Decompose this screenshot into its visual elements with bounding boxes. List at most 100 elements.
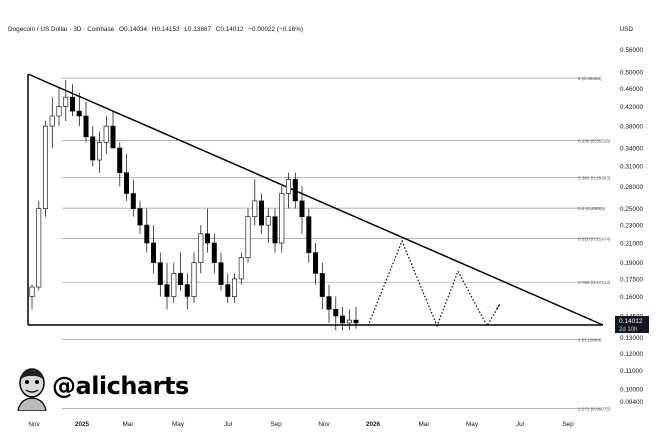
candle-body (346, 319, 352, 324)
candle-body (339, 315, 345, 324)
x-tick-label: May (466, 421, 479, 428)
fib-label: 0.5 (0.25065) (578, 206, 606, 211)
low-value: L0.13867 (184, 26, 211, 33)
candle-body (110, 125, 116, 149)
x-tick-label: Nov (28, 421, 40, 428)
candle-body (36, 208, 42, 288)
candle-body (184, 284, 190, 297)
candle-body (29, 286, 35, 297)
x-tick-label: Jul (224, 421, 232, 428)
candle-body (312, 252, 318, 274)
candle-body (205, 233, 211, 244)
candle-body (279, 193, 285, 244)
watermark-logo: @alicharts (52, 372, 189, 400)
candle-body (49, 115, 55, 127)
candle-body (70, 96, 76, 112)
y-tick-label: 0.42000 (620, 104, 644, 111)
y-tick-label: 0.28000 (620, 184, 644, 191)
candle-body (56, 106, 62, 117)
y-tick-label: 0.23000 (620, 223, 644, 230)
candle-body (130, 193, 136, 209)
change-value: −0.00022 (−0.16%) (248, 26, 303, 33)
candle-body (151, 242, 157, 264)
x-tick-label: Jul (516, 421, 524, 428)
candle-body (265, 216, 271, 226)
y-tick-label: 0.09400 (620, 399, 644, 406)
y-tick-label: 0.13000 (620, 335, 644, 342)
fib-label: 0.382 (0.29303) (578, 175, 611, 180)
candle-body (83, 115, 89, 138)
candle-body (63, 96, 69, 107)
trendlines (27, 73, 604, 328)
candle-body (117, 147, 123, 174)
fib-label: 0.786 (0.17212) (578, 280, 611, 285)
candle-body (103, 125, 109, 143)
candle-body (272, 216, 278, 244)
candle-body (326, 296, 332, 310)
x-tick-label: Mar (418, 421, 430, 428)
candles (29, 80, 359, 331)
candle-body (218, 262, 224, 285)
x-tick-label: 2026 (366, 421, 381, 428)
candle-body (232, 278, 238, 297)
candle-body (225, 284, 231, 297)
projection-path (367, 239, 501, 328)
open-value: O0.14034 (118, 26, 148, 33)
y-tick-label: 0.56000 (620, 47, 644, 54)
candle-body (42, 125, 48, 209)
candle-body (252, 200, 258, 217)
price-tag: 0.14012 2d 10h (615, 316, 649, 333)
chart-header: Dogecoin / US Dollar · 3D · Coinbase O0.… (8, 26, 306, 33)
y-tick-label: 0.38000 (620, 124, 644, 131)
high-value: H0.14153 (151, 26, 180, 33)
y-tick-label: 0.16000 (620, 294, 644, 301)
x-tick-label: May (172, 421, 185, 428)
currency-label: USD (619, 26, 634, 33)
x-tick-label: Nov (318, 421, 330, 428)
candle-body (198, 233, 204, 264)
y-tick-label: 0.11000 (620, 368, 643, 375)
y-tick-label: 0.17500 (620, 276, 644, 283)
candle-body (124, 172, 130, 194)
candle-body (144, 224, 150, 244)
candle-body (319, 273, 325, 297)
fib-label: 1.272 (0.09075) (578, 406, 611, 411)
x-tick-label: Mar (122, 421, 134, 428)
candle-body (258, 200, 264, 226)
fib-label: 0 (0.48484) (578, 76, 602, 81)
price-tag-countdown: 2d 10h (619, 327, 637, 333)
candle-body (164, 284, 170, 297)
close-value: C0.14012 (215, 26, 244, 33)
candle-body (353, 319, 359, 324)
y-tick-label: 0.25000 (620, 206, 644, 213)
y-tick-label: 0.12000 (620, 351, 644, 358)
x-tick-label: Sep (562, 421, 574, 428)
y-tick-label: 0.46000 (620, 86, 644, 93)
candle-body (178, 273, 184, 285)
fib-label: 0.618 (0.21474) (578, 237, 611, 242)
price-tag-value: 0.14012 (619, 318, 643, 325)
candle-body (299, 200, 305, 217)
y-axis: 0.56000 0.50000 0.46000 0.42000 0.38000 0.340… (620, 47, 644, 406)
y-tick-label: 0.21000 (620, 241, 644, 248)
x-axis: Nov 2025 Mar May Jul Sep Nov 2026 Mar May Jul Sep (28, 421, 574, 428)
y-tick-label: 0.34000 (620, 146, 644, 153)
candle-body (137, 208, 143, 226)
fib-label: 0.236 (0.35316) (578, 139, 611, 144)
fib-label: 1 (0.12864) (578, 338, 602, 343)
candle-body (238, 257, 244, 280)
candle-body (245, 216, 251, 258)
x-tick-label: 2025 (75, 421, 90, 428)
candle-body (97, 142, 103, 161)
candle-body (76, 110, 82, 117)
candle-body (285, 179, 291, 194)
upper-trendline (27, 73, 604, 326)
candle-body (211, 242, 217, 264)
candle-body (191, 262, 197, 297)
candle-body (171, 273, 177, 297)
candle-body (90, 136, 96, 161)
candle-body (157, 262, 163, 285)
candle-body (306, 216, 312, 253)
fib-levels: 0 (0.48484) 0.236 (0.35316) 0.382 (0.29303… (62, 76, 611, 411)
